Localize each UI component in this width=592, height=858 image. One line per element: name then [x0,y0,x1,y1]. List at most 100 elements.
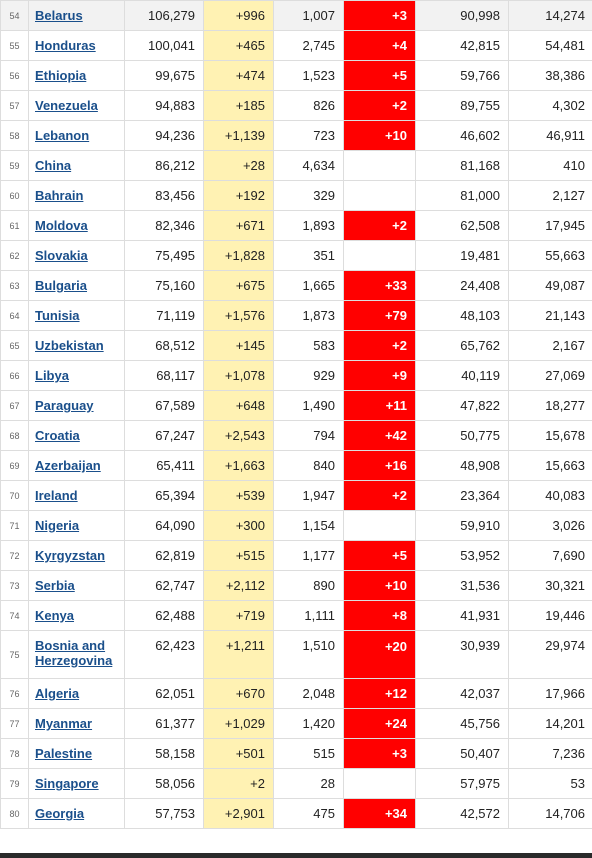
country-cell: Ireland [28,480,125,511]
new-cases-cell: +1,211 [203,630,274,679]
rank-cell: 65 [0,330,29,361]
rank-cell: 75 [0,630,29,679]
active-cell: 29,974 [508,630,592,679]
total-cases-cell: 58,056 [124,768,204,799]
active-cell: 53 [508,768,592,799]
total-deaths-cell: 329 [273,180,344,211]
country-link[interactable]: Belarus [35,8,83,23]
country-link[interactable]: Kyrgyzstan [35,548,106,563]
total-cases-cell: 62,051 [124,678,204,709]
country-cell: Croatia [28,420,125,451]
rank-cell: 67 [0,390,29,421]
country-link[interactable]: Tunisia [35,308,80,323]
country-link[interactable]: Palestine [35,746,93,761]
total-cases-cell: 57,753 [124,798,204,829]
new-cases-cell: +648 [203,390,274,421]
country-link[interactable]: Serbia [35,578,75,593]
country-link[interactable]: Bahrain [35,188,84,203]
country-cell: Libya [28,360,125,391]
total-deaths-cell: 1,665 [273,270,344,301]
rank-cell: 55 [0,30,29,61]
country-link[interactable]: Croatia [35,428,80,443]
total-cases-cell: 75,495 [124,240,204,271]
recovered-cell: 50,775 [415,420,509,451]
recovered-cell: 31,536 [415,570,509,601]
table-row: 63 Bulgaria 75,160 +675 1,665 +33 24,408 49,087 [0,270,592,301]
total-deaths-cell: 1,177 [273,540,344,571]
country-link[interactable]: Uzbekistan [35,338,104,353]
new-deaths-cell: +2 [343,330,416,361]
country-link[interactable]: Ireland [35,488,78,503]
recovered-cell: 62,508 [415,210,509,241]
country-link[interactable]: Lebanon [35,128,90,143]
new-cases-cell: +2,901 [203,798,274,829]
country-link[interactable]: Nigeria [35,518,80,533]
total-deaths-cell: 1,893 [273,210,344,241]
new-deaths-cell: +4 [343,30,416,61]
rank-cell: 69 [0,450,29,481]
total-cases-cell: 99,675 [124,60,204,91]
table-row: 75 Bosnia and Herzegovina 62,423 +1,211 1,51… [0,630,592,679]
covid-stats-table: 54 Belarus 106,279 +996 1,007 +3 90,998 14,274 5… [0,0,592,829]
country-link[interactable]: Venezuela [35,98,98,113]
rank-cell: 73 [0,570,29,601]
total-cases-cell: 62,819 [124,540,204,571]
total-cases-cell: 94,236 [124,120,204,151]
country-link[interactable]: Myanmar [35,716,93,731]
recovered-cell: 48,103 [415,300,509,331]
new-deaths-cell: +8 [343,600,416,631]
active-cell: 46,911 [508,120,592,151]
country-link[interactable]: Kenya [35,608,75,623]
new-cases-cell: +501 [203,738,274,769]
country-cell: Honduras [28,30,125,61]
rank-cell: 66 [0,360,29,391]
country-link[interactable]: Slovakia [35,248,88,263]
country-cell: Serbia [28,570,125,601]
table-row: 67 Paraguay 67,589 +648 1,490 +11 47,822 18,277 [0,390,592,421]
total-deaths-cell: 583 [273,330,344,361]
new-deaths-cell: +2 [343,90,416,121]
country-link[interactable]: Ethiopia [35,68,87,83]
country-cell: Azerbaijan [28,450,125,481]
country-link[interactable]: China [35,158,72,173]
new-deaths-cell [343,180,416,211]
new-deaths-cell: +9 [343,360,416,391]
recovered-cell: 41,931 [415,600,509,631]
new-deaths-cell: +10 [343,570,416,601]
rank-cell: 76 [0,678,29,709]
rank-cell: 57 [0,90,29,121]
table-row: 62 Slovakia 75,495 +1,828 351 19,481 55,663 [0,240,592,271]
total-deaths-cell: 1,420 [273,708,344,739]
country-link[interactable]: Algeria [35,686,80,701]
country-link[interactable]: Bosnia and Herzegovina [35,638,113,668]
country-link[interactable]: Singapore [35,776,99,791]
active-cell: 7,690 [508,540,592,571]
table-row: 77 Myanmar 61,377 +1,029 1,420 +24 45,756 14,20… [0,708,592,739]
new-cases-cell: +996 [203,0,274,31]
country-link[interactable]: Libya [35,368,69,383]
total-deaths-cell: 723 [273,120,344,151]
new-cases-cell: +719 [203,600,274,631]
recovered-cell: 50,407 [415,738,509,769]
country-link[interactable]: Moldova [35,218,88,233]
recovered-cell: 81,000 [415,180,509,211]
total-cases-cell: 68,117 [124,360,204,391]
rank-cell: 80 [0,798,29,829]
new-deaths-cell [343,510,416,541]
total-cases-cell: 83,456 [124,180,204,211]
country-cell: Kenya [28,600,125,631]
rank-cell: 61 [0,210,29,241]
country-link[interactable]: Bulgaria [35,278,88,293]
country-link[interactable]: Georgia [35,806,85,821]
table-row: 61 Moldova 82,346 +671 1,893 +2 62,508 17,945 [0,210,592,241]
country-link[interactable]: Honduras [35,38,96,53]
new-deaths-cell: +3 [343,0,416,31]
recovered-cell: 65,762 [415,330,509,361]
total-deaths-cell: 475 [273,798,344,829]
table-row: 73 Serbia 62,747 +2,112 890 +10 31,536 30,321 [0,570,592,601]
country-link[interactable]: Paraguay [35,398,94,413]
rank-cell: 64 [0,300,29,331]
new-cases-cell: +515 [203,540,274,571]
country-link[interactable]: Azerbaijan [35,458,101,473]
active-cell: 40,083 [508,480,592,511]
